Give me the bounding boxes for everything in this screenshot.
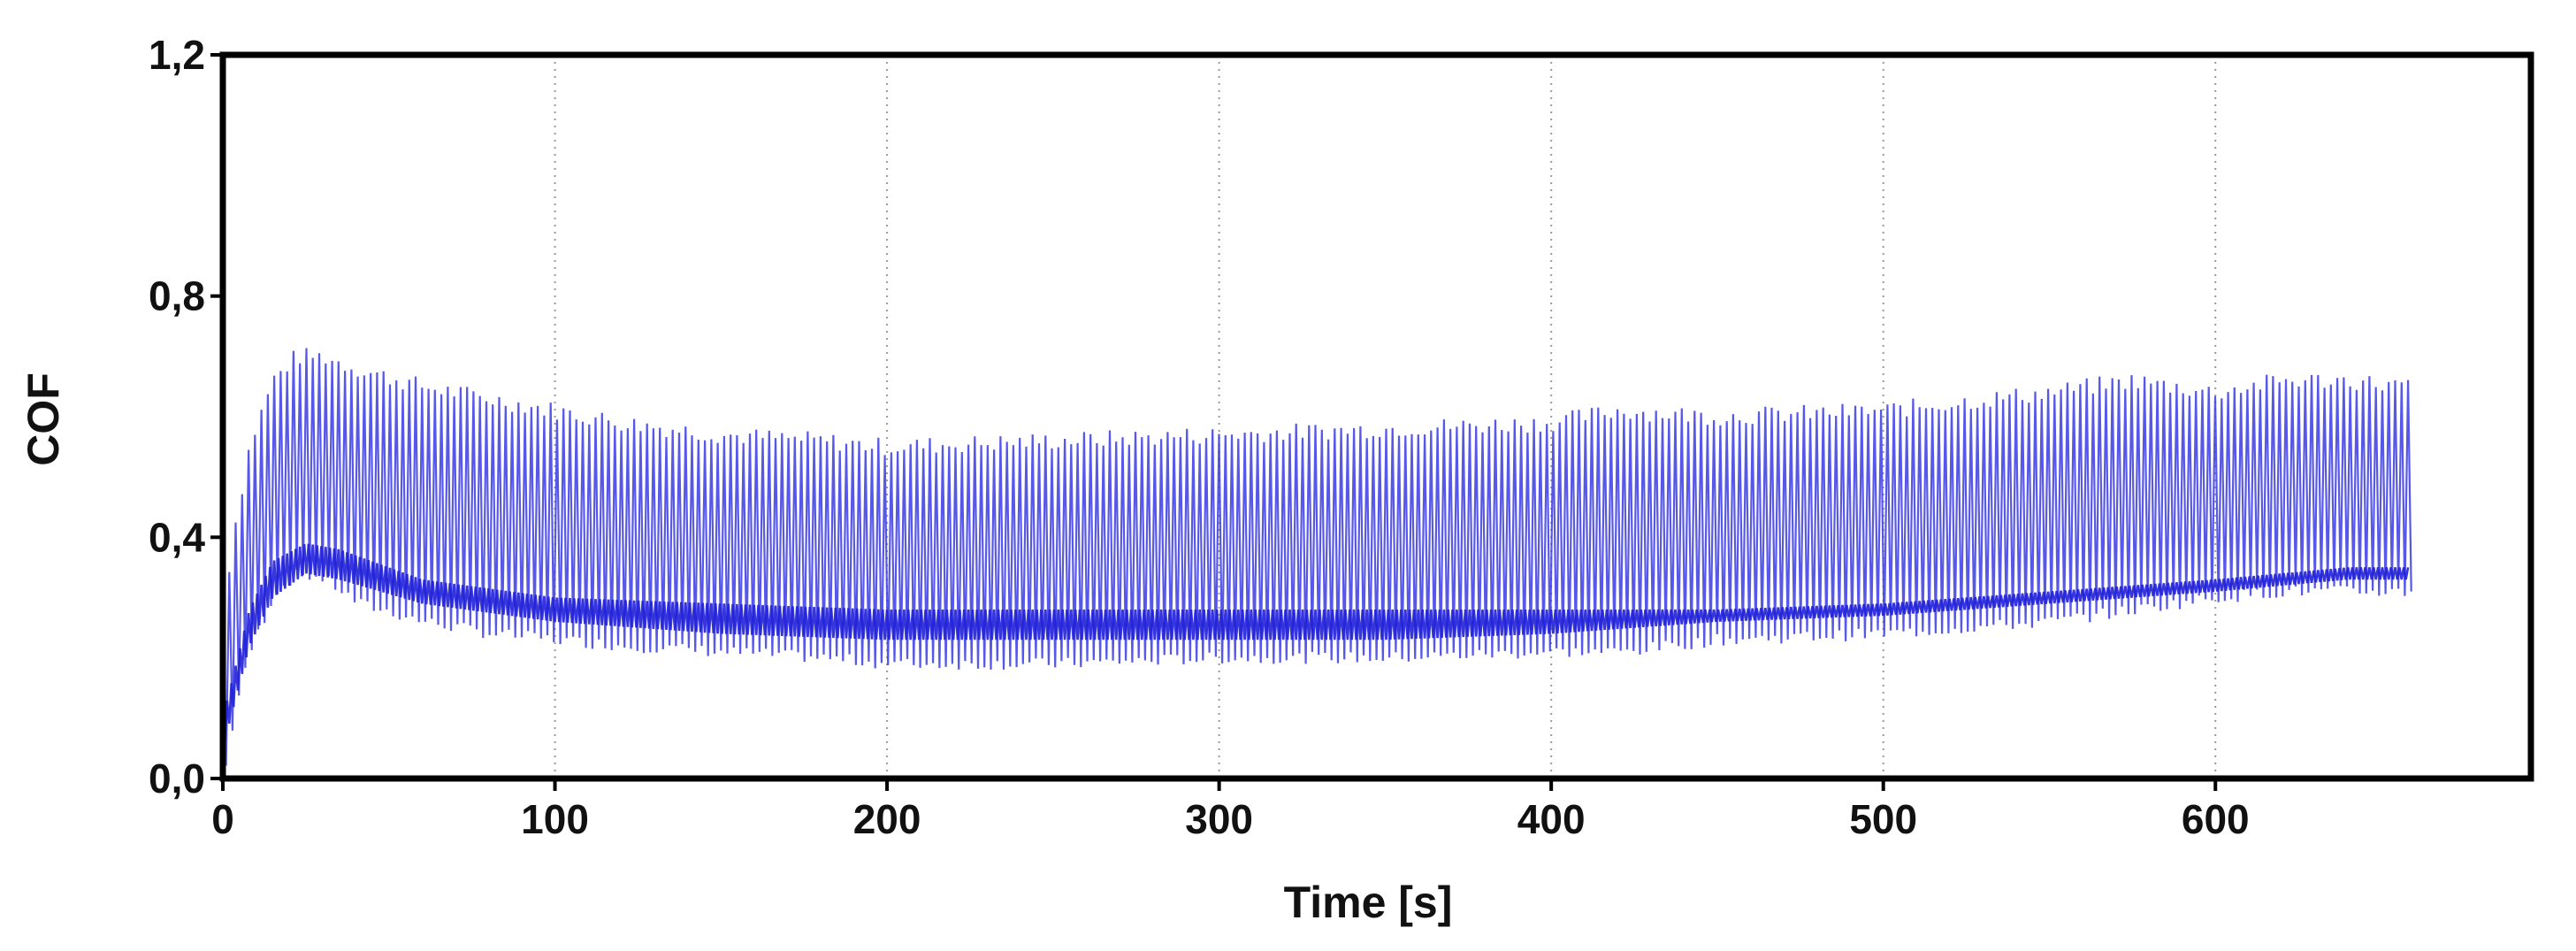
y-tick-label: 1,2: [149, 32, 205, 78]
y-tick-label: 0,4: [149, 514, 205, 560]
x-tick-label: 100: [521, 796, 589, 842]
y-axis-label: COF: [19, 372, 68, 466]
x-tick-label: 0: [211, 796, 234, 842]
x-tick-label: 500: [1849, 796, 1917, 842]
x-tick-label: 400: [1517, 796, 1586, 842]
x-axis-label: Time [s]: [1284, 878, 1453, 927]
cof-signal: [221, 348, 2412, 766]
plot-frame: [219, 51, 2534, 782]
x-tick-label: 200: [853, 796, 921, 842]
x-tick-label: 600: [2182, 796, 2250, 842]
cof-dense-band: [221, 543, 2410, 740]
x-tick-label: 300: [1185, 796, 1253, 842]
y-tick-label: 0,8: [149, 273, 205, 319]
cof-series: [221, 348, 2412, 766]
y-tick-label: 0,0: [149, 755, 205, 801]
axes: 0 100 200 300 400 500 600 0,0 0,4 0,8 1,2: [149, 32, 2534, 842]
x-gridlines: [554, 55, 2217, 778]
